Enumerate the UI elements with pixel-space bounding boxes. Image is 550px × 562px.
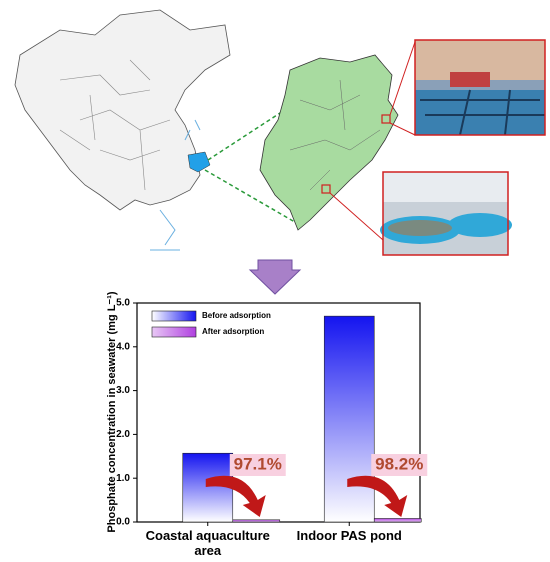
- y-tick-label: 5.0: [116, 298, 130, 309]
- connector: [329, 192, 384, 241]
- connector: [389, 41, 416, 116]
- y-tick-label: 4.0: [116, 341, 130, 352]
- bar: [323, 315, 375, 523]
- photo-coastal: [414, 39, 546, 136]
- connector: [389, 122, 416, 136]
- site-marker: [321, 184, 331, 194]
- photo-indoor: [380, 171, 512, 256]
- y-tick-label: 0.0: [116, 517, 130, 528]
- china-map: [14, 9, 231, 251]
- annotation: 97.1%: [234, 454, 282, 473]
- bar: [373, 518, 422, 523]
- x-tick-label-box: Indoor PAS pond: [296, 528, 402, 543]
- annotation-bg: [371, 454, 428, 476]
- y-axis-label: Phosphate concentration in seawater (mg …: [106, 291, 118, 532]
- legend-label: Before adsorption: [202, 311, 271, 320]
- fujian-borders: [289, 79, 381, 191]
- connector: [204, 169, 301, 226]
- bar: [232, 519, 281, 523]
- fujian-map: [259, 54, 399, 231]
- annotation: 98.2%: [375, 454, 423, 473]
- reduction-arrow: [347, 475, 408, 517]
- x-tick-label: Coastal aquaculture area: [145, 528, 270, 558]
- x-tick-label-box: Coastal aquaculture area: [145, 528, 270, 558]
- y-tick-label: 3.0: [116, 385, 130, 396]
- y-tick-label: 1.0: [116, 473, 130, 484]
- legend-swatch: [151, 310, 197, 322]
- legend-label: After adsorption: [202, 327, 264, 336]
- x-tick-label: Indoor PAS pond: [296, 528, 402, 543]
- site-marker: [381, 114, 391, 124]
- reduction-arrow: [205, 475, 266, 517]
- bar: [182, 452, 234, 523]
- down-arrow: [248, 259, 302, 295]
- annotation-bg: [229, 454, 286, 476]
- legend-swatch: [151, 326, 197, 338]
- y-tick-label: 2.0: [116, 429, 130, 440]
